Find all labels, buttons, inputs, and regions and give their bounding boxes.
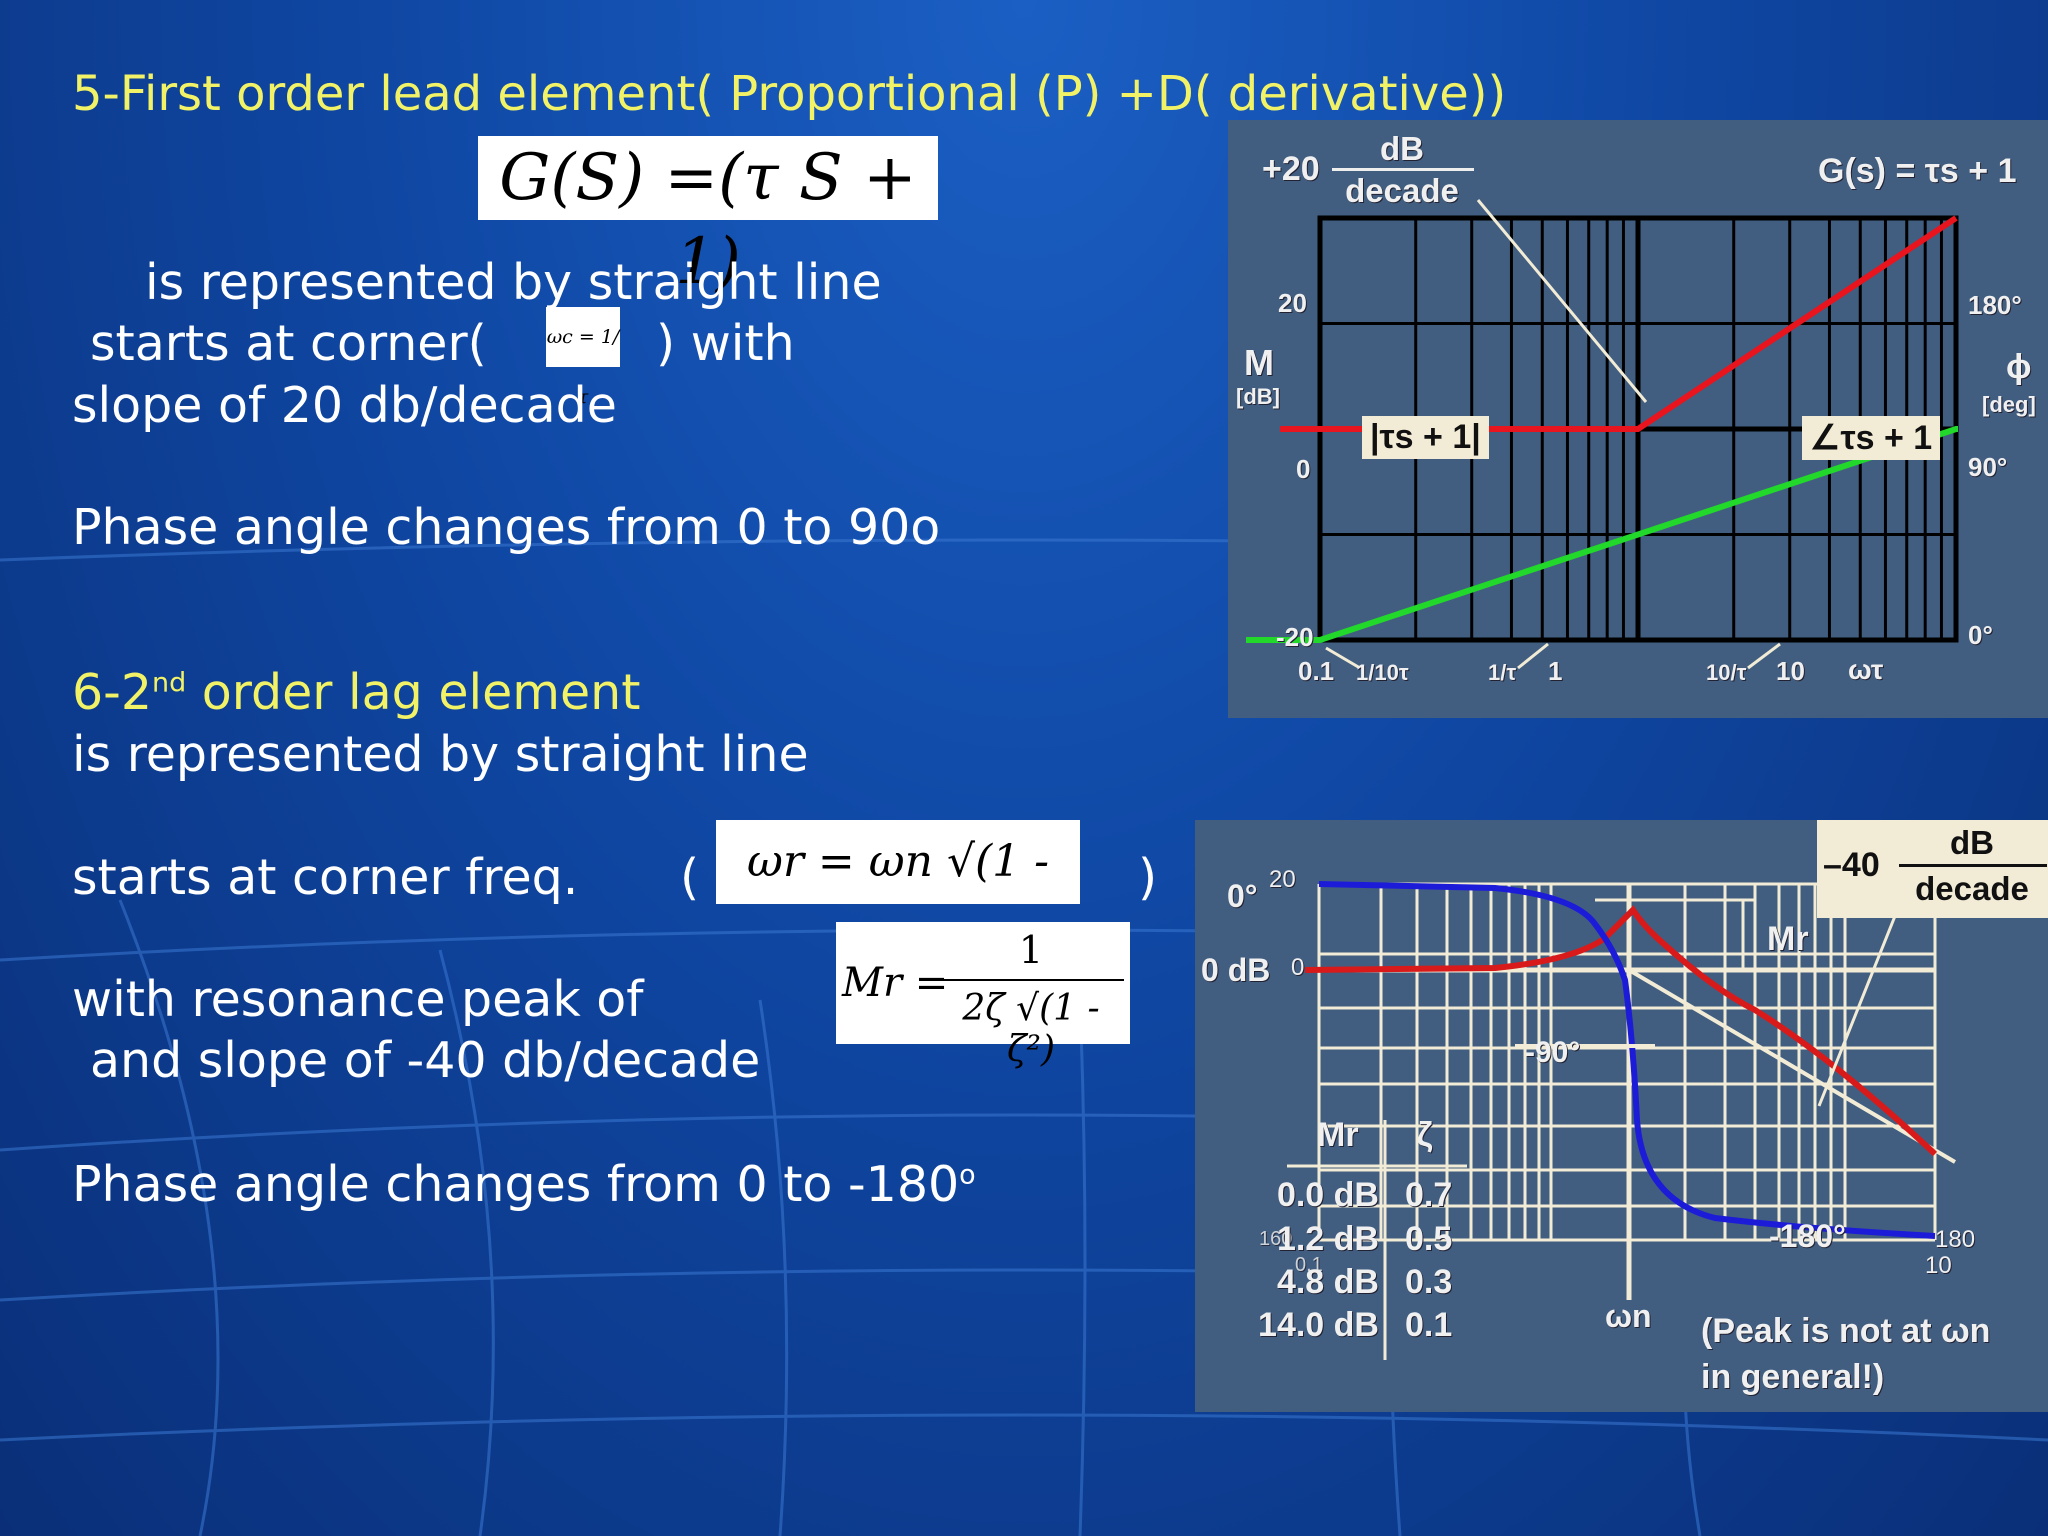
lag-slope-bar [1899, 864, 2047, 867]
lag-slope-pointer [1817, 915, 1897, 1107]
lead-phase: Phase angle changes from 0 to 90o [72, 499, 941, 556]
lead-xtick-10: 10 [1776, 656, 1805, 686]
lead-phase-label: ∠τs + 1 [1802, 416, 1941, 460]
table-cell-zeta: 0.1 [1405, 1306, 1453, 1344]
lag-phase-text: Phase angle changes from 0 to -180 [72, 1156, 960, 1213]
lead-mag-label: |τs + 1| [1362, 416, 1489, 459]
lag-ytick-20: 20 [1269, 866, 1296, 893]
lag-line4: and slope of -40 db/decade [90, 1032, 761, 1089]
table-cell-mr: 14.0 dB [1258, 1306, 1379, 1344]
lag-note-line2: in general!) [1701, 1358, 1885, 1396]
lead-title: 5-First order lead element( Proportional… [72, 66, 1507, 122]
resonance-peak-formula: Mr = 1 2ζ √(1 - ζ²) [836, 922, 1130, 1070]
table-cell-zeta: 0.5 [1405, 1220, 1453, 1258]
lag-title: 6-2nd order lag element [72, 668, 640, 717]
lag-ytick-0: 0 [1291, 954, 1305, 981]
lead-xfrac-3: 10/τ [1706, 660, 1747, 685]
table-cell-zeta: 0.3 [1405, 1263, 1453, 1301]
lead-tick-pointer-3 [1747, 642, 1781, 670]
lag-bode-chart: –40 dB decade 0° 20 0 dB 0 -90° -180° 18… [1195, 820, 2048, 1412]
lead-slope-unit-bottom: decade [1345, 172, 1459, 209]
lead-phase-line [1246, 426, 1958, 643]
lead-chart-title: G(s) = τs + 1 [1818, 152, 2017, 190]
lag-bode-svg [1287, 881, 1957, 1360]
lead-xfrac-2: 1/τ [1488, 660, 1517, 685]
table-cell-mr: 1.2 dB [1276, 1220, 1379, 1258]
lead-line2b: ) with [656, 315, 795, 372]
lead-ylabel-left-unit: [dB] [1236, 384, 1280, 409]
lead-line1: is represented by straight line [145, 254, 882, 311]
lead-ytick-90: 90° [1968, 452, 2008, 482]
lag-phase-end: -180° [1769, 1218, 1846, 1254]
lag-line3: with resonance peak of [72, 971, 644, 1028]
mr-lhs: Mr = [842, 960, 949, 1006]
mr-fraction-bar [938, 979, 1124, 981]
lag-magnitude-curve [1304, 905, 1938, 1157]
table-cell-mr: 4.8 dB [1276, 1263, 1379, 1301]
lead-ytick-0deg: 0° [1968, 620, 1993, 650]
lag-xlabel-omega-n: ωn [1605, 1298, 1652, 1334]
lag-slope-box: –40 dB decade [1817, 820, 2048, 918]
lead-bode-chart: +20 dB decade G(s) = τs + 1 M [dB] ϕ [de… [1228, 120, 2048, 718]
mr-denominator: 2ζ √(1 - ζ²) [962, 988, 1100, 1070]
lag-slope-unit-top: dB [1950, 824, 1994, 861]
lag-phase-sup: o [959, 1159, 976, 1191]
lag-x-end-tick: 10 [1925, 1252, 1952, 1279]
lag-line1: is represented by straight line [72, 726, 809, 783]
corner-formula: ωc = 1/τ [546, 307, 620, 408]
lag-x-start-tick-a: 160 [1259, 1228, 1293, 1250]
lag-slope-num: –40 [1823, 846, 1880, 884]
lag-paren-close: ) [1138, 849, 1158, 906]
lead-ytick-20: 20 [1278, 288, 1307, 318]
mr-numerator: 1 [1018, 928, 1044, 972]
lead-slope-bar [1332, 168, 1474, 171]
lead-ytick-0: 0 [1296, 454, 1311, 484]
lag-db-zero: 0 dB [1201, 952, 1271, 988]
lead-xfrac-1: 1/10τ [1356, 660, 1409, 685]
lead-ytick-180: 180° [1968, 290, 2022, 320]
lead-formula: G(S) =(τ S + 1) [478, 136, 938, 299]
lag-title-prefix: 6-2 [72, 664, 153, 721]
lag-title-suffix: order lag element [186, 664, 641, 721]
lag-right-tick: 180 [1935, 1226, 1976, 1253]
lead-ytick-minus20: -20 [1276, 622, 1314, 652]
lag-table-header-zeta: ζ [1417, 1116, 1433, 1154]
lead-line2a: starts at corner( [90, 315, 487, 372]
lag-phase-curve [1318, 881, 1936, 1239]
lag-slope-unit-bottom: decade [1915, 870, 2029, 907]
lead-xtick-omega-tau: ωτ [1848, 654, 1884, 685]
lead-line3: slope of 20 db/decade [72, 377, 617, 434]
lag-table-header-mr: Mr [1317, 1116, 1359, 1154]
lead-tick-pointer-2 [1517, 642, 1549, 670]
lead-slope-unit-top: dB [1380, 130, 1424, 167]
lag-x-start-tick-b: 0.1 [1295, 1254, 1323, 1276]
lag-title-sup: nd [152, 667, 187, 699]
lead-tick-pointer-1 [1325, 646, 1361, 670]
lead-ylabel-right-unit: [deg] [1982, 392, 2036, 417]
lag-phase-zero: 0° [1227, 878, 1258, 914]
lead-xtick-1: 1 [1548, 656, 1563, 686]
lag-phase-mid: -90° [1525, 1036, 1581, 1069]
lead-ylabel-left: M [1244, 342, 1274, 383]
lag-peak-label: Mr [1767, 920, 1809, 958]
lead-xtick-0-1: 0.1 [1298, 656, 1335, 686]
lag-note-line1: (Peak is not at ωn [1701, 1312, 1991, 1350]
lead-ylabel-right: ϕ [2006, 348, 2032, 386]
lag-line2: starts at corner freq. [72, 849, 579, 906]
lead-slope-pointer [1476, 199, 1648, 403]
lead-slope-num: +20 [1262, 150, 1320, 188]
resonant-frequency-formula: ωr = ωn √(1 - 2ζ²) [716, 820, 1080, 971]
table-cell-mr: 0.0 dB [1276, 1176, 1379, 1214]
lag-paren-open: ( [680, 849, 700, 906]
lag-phase: Phase angle changes from 0 to -180o [72, 1160, 976, 1209]
table-cell-zeta: 0.7 [1405, 1176, 1453, 1214]
